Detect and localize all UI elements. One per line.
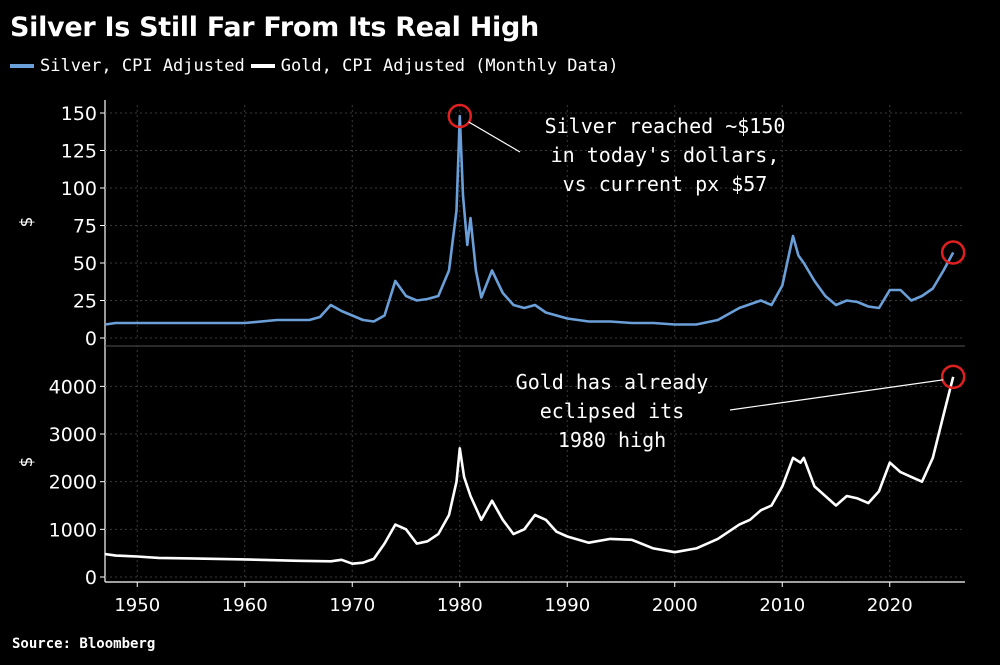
y-tick-label: 125	[61, 141, 97, 163]
y-tick-label: 75	[73, 216, 97, 238]
legend-label-gold: Gold, CPI Adjusted (Monthly Data)	[280, 56, 619, 76]
x-tick-label: 2020	[867, 595, 913, 616]
annotation-text: Gold has already	[516, 370, 709, 394]
y-tick-label: 25	[73, 291, 97, 313]
series-line-gold	[104, 376, 955, 565]
x-tick-label: 2010	[759, 595, 805, 616]
highlight-circle	[940, 364, 966, 390]
y-tick-label: 2000	[49, 472, 97, 494]
y-tick-label: 100	[61, 178, 97, 200]
annotation-leader	[468, 121, 521, 153]
annotation-text: in today's dollars,	[551, 143, 780, 167]
annotation-leader	[729, 379, 944, 411]
x-tick-label: 1990	[544, 595, 590, 616]
highlight-circle	[447, 103, 472, 129]
highlight-circle	[940, 240, 966, 265]
legend-item-gold: Gold, CPI Adjusted (Monthly Data)	[250, 56, 619, 76]
y-axis-label: $	[17, 217, 37, 228]
y-tick-label: 0	[85, 328, 97, 350]
y-tick-label: 3000	[49, 424, 97, 446]
annotation-text: Silver reached ~$150	[545, 114, 786, 138]
legend-item-silver: Silver, CPI Adjusted	[10, 56, 245, 76]
legend-swatch-silver	[10, 64, 34, 68]
y-tick-label: 50	[73, 253, 97, 275]
y-tick-label: 1000	[49, 519, 97, 541]
legend-label-silver: Silver, CPI Adjusted	[40, 56, 245, 76]
x-tick-label: 1980	[437, 595, 483, 616]
legend-swatch-gold	[250, 64, 275, 68]
annotation-text: eclipsed its	[540, 399, 685, 423]
source-note: Source: Bloomberg	[12, 636, 156, 652]
y-axis-label: $	[17, 457, 37, 468]
x-tick-label: 1970	[329, 595, 375, 616]
x-tick-label: 1950	[114, 595, 160, 616]
legend: Silver, CPI Adjusted Gold, CPI Adjusted …	[10, 56, 624, 76]
series-line-silver	[104, 114, 955, 326]
chart-title: Silver Is Still Far From Its Real High	[10, 12, 539, 43]
annotation-text: vs current px $57	[563, 172, 768, 196]
y-tick-label: 0	[85, 567, 97, 589]
y-tick-label: 150	[61, 103, 97, 125]
x-tick-label: 1960	[222, 595, 268, 616]
annotation-text: 1980 high	[558, 428, 666, 452]
y-tick-label: 4000	[49, 376, 97, 398]
x-tick-label: 2000	[652, 595, 698, 616]
